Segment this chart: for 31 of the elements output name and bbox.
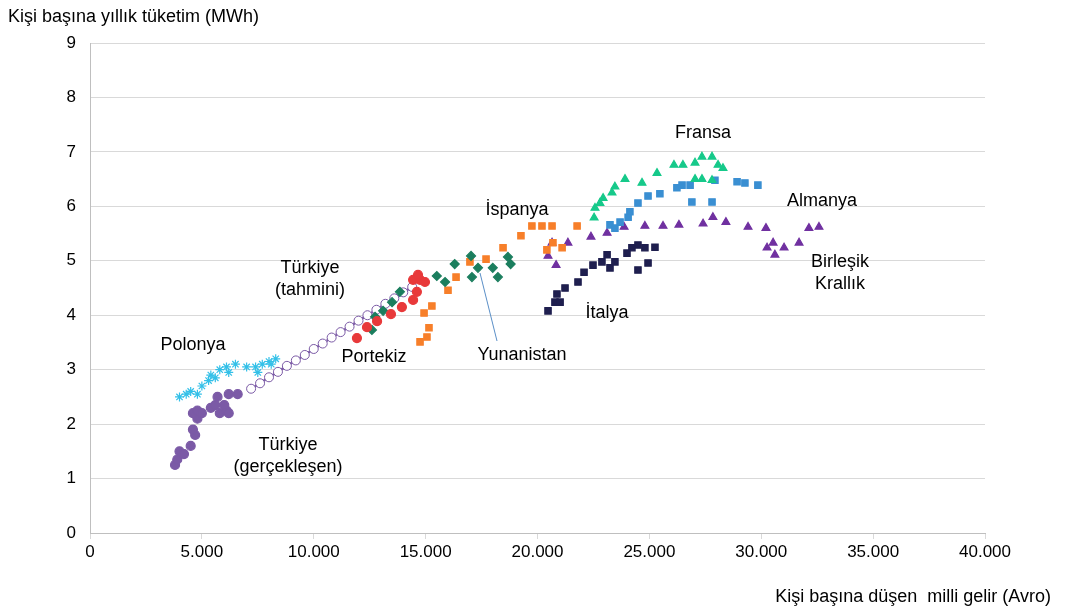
series-label: Polonya bbox=[160, 333, 227, 354]
y-tick-label: 0 bbox=[66, 522, 76, 542]
y-tick-label: 1 bbox=[66, 468, 76, 488]
x-tick-label: 10.000 bbox=[287, 541, 340, 561]
x-tick-label: 25.000 bbox=[623, 541, 676, 561]
x-tick-label: 5.000 bbox=[180, 541, 224, 561]
y-tick-label: 6 bbox=[66, 196, 76, 216]
x-axis-title: Kişi başına düşen milli gelir (Avro) bbox=[775, 585, 1051, 606]
y-axis-title: Kişi başına yıllık tüketim (MWh) bbox=[8, 5, 260, 26]
series-label: Portekiz bbox=[341, 345, 407, 366]
y-tick-label: 7 bbox=[66, 141, 76, 161]
series-label: İtalya bbox=[585, 301, 630, 322]
series-label: Birleşik Krallık bbox=[810, 250, 870, 293]
y-tick-label: 8 bbox=[66, 87, 76, 107]
series-label: İspanya bbox=[485, 198, 550, 219]
x-tick-label: 0 bbox=[85, 541, 95, 561]
x-tick-label: 30.000 bbox=[735, 541, 788, 561]
series-label: Türkiye (gerçekleşen) bbox=[233, 433, 343, 476]
y-tick-label: 5 bbox=[66, 250, 76, 270]
x-tick-label: 40.000 bbox=[959, 541, 1011, 561]
x-tick-label: 20.000 bbox=[511, 541, 564, 561]
x-tick-label: 35.000 bbox=[847, 541, 900, 561]
series-label: Türkiye (tahmini) bbox=[274, 256, 346, 299]
series-label: Almanya bbox=[786, 189, 858, 210]
y-tick-label: 3 bbox=[66, 359, 76, 379]
y-tick-label: 4 bbox=[66, 304, 76, 324]
text: Yunanistan bbox=[477, 343, 567, 364]
series-label: Fransa bbox=[674, 121, 732, 142]
x-tick-label: 15.000 bbox=[399, 541, 452, 561]
y-tick-label: 2 bbox=[66, 413, 76, 433]
y-tick-label: 9 bbox=[66, 32, 76, 52]
